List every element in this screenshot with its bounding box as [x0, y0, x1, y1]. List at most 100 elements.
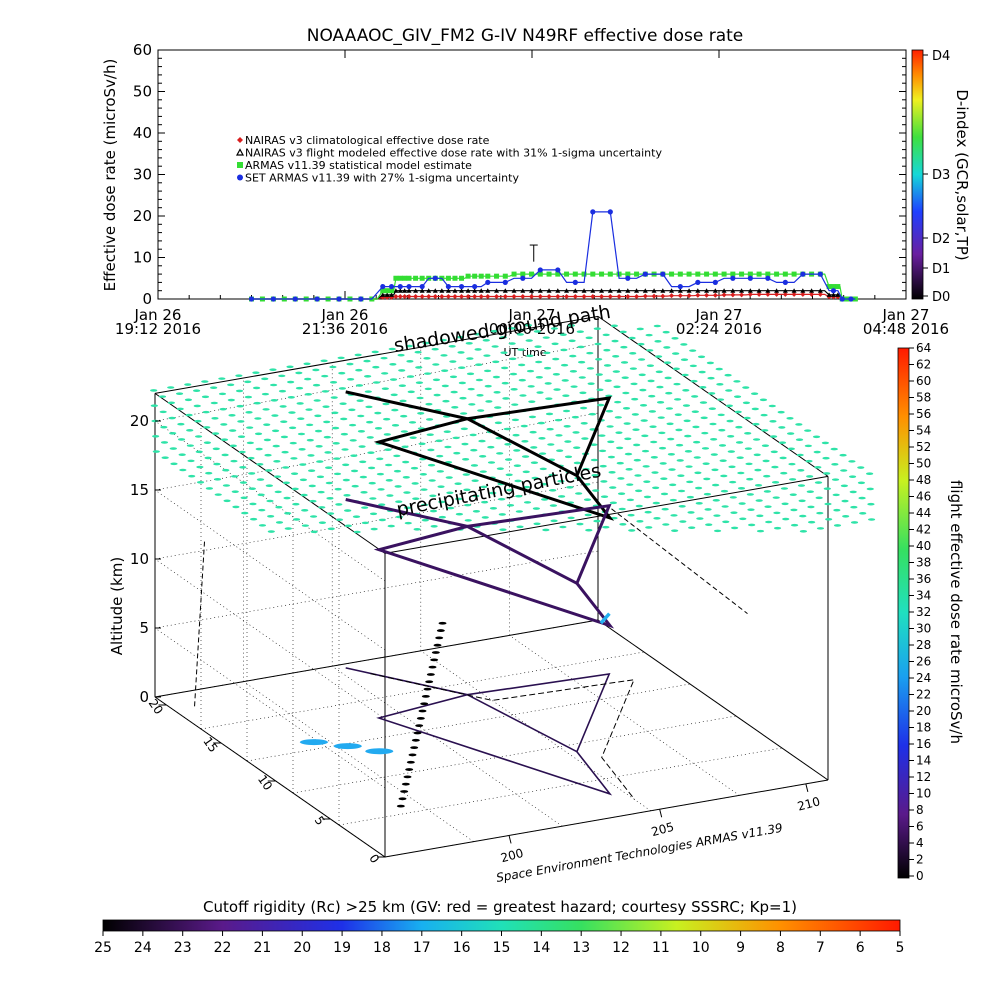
set-series-point [292, 296, 298, 302]
layer-dot [256, 478, 265, 481]
layer-dot [498, 497, 506, 501]
layer-dot [338, 387, 347, 390]
layer-dot [655, 355, 663, 358]
layer-dot [530, 461, 539, 465]
layer-dot [213, 462, 221, 466]
layer-dot [550, 327, 559, 330]
climo-series-point [406, 294, 412, 300]
layer-dot [458, 381, 466, 385]
layer-dot [501, 381, 509, 385]
layer-dot [203, 426, 211, 429]
layer-dot [721, 505, 729, 508]
layer-dot [235, 389, 244, 393]
layer-dot [626, 483, 634, 486]
layer-dot [205, 487, 213, 490]
track-projection-top [345, 390, 615, 521]
layer-dot [463, 503, 472, 507]
layer-dot [356, 399, 364, 403]
layer-dot [660, 477, 668, 480]
armas-series-point [520, 271, 526, 277]
armas-series-point [472, 273, 478, 279]
layer-dot [617, 477, 625, 480]
layer-dot [222, 468, 230, 472]
set-series-point [607, 209, 613, 215]
layer-dot [674, 398, 682, 401]
layer-dot [321, 390, 329, 393]
layer-dot [327, 527, 335, 531]
layer-dot [628, 336, 636, 340]
layer-dot [341, 448, 349, 451]
layer-dot [255, 447, 263, 451]
layer-dot [376, 457, 384, 461]
climo-series-point [599, 294, 605, 300]
layer-dot [605, 409, 614, 413]
wall-projection-left [194, 541, 205, 708]
layer-dot [188, 474, 196, 478]
nairas-series-point [478, 288, 484, 293]
nairas-series-point [669, 288, 675, 293]
layer-dot [549, 504, 558, 507]
ascent-point [425, 680, 434, 684]
set-series-point [747, 275, 753, 281]
layer-dot [626, 498, 635, 502]
layer-dot [305, 408, 313, 411]
layer-dot [607, 455, 616, 459]
layer-dot [684, 434, 692, 438]
top-y-tick-label: 20 [133, 207, 152, 225]
layer-dot [212, 432, 220, 435]
layer-dot [584, 513, 592, 517]
layer-dot [160, 441, 169, 444]
set-series-point [458, 283, 465, 290]
layer-dot [573, 446, 581, 449]
layer-dot [756, 529, 765, 533]
layer-dot [298, 447, 306, 451]
layer-dot [655, 370, 663, 374]
layer-dot [539, 467, 547, 471]
dindex-colorbar-ticks: D0 D1 D2 D3 D4 [923, 49, 950, 305]
floor-grid-line [338, 747, 783, 826]
climo-series-point [529, 294, 535, 300]
ascent-point [413, 731, 422, 735]
layer-dot [365, 405, 373, 409]
climo-series-point [765, 291, 771, 297]
layer-dot [523, 501, 532, 504]
layer-dot [778, 426, 786, 429]
layer-dot [578, 376, 586, 379]
layer-dot [790, 508, 798, 512]
layer-dot [170, 462, 178, 466]
layer-dot [489, 507, 498, 510]
layer-dot [398, 384, 406, 387]
layer-dot [650, 455, 658, 459]
nairas-series-point [485, 288, 491, 293]
layer-dot [557, 479, 565, 483]
layer-dot [168, 416, 176, 420]
layer-dot [578, 360, 586, 364]
layer-dot [560, 348, 568, 352]
layer-dot [427, 448, 435, 452]
layer-dot [201, 395, 210, 399]
nairas-series-point [756, 288, 762, 293]
armas-series-point [485, 273, 491, 279]
layer-dot [503, 427, 511, 431]
nairas-series-point [651, 288, 657, 293]
layer-dot [752, 438, 761, 441]
layer-dot [569, 370, 578, 373]
top-y-tick-label: 50 [133, 83, 152, 101]
layer-dot [383, 417, 391, 421]
layer-dot [724, 373, 732, 377]
climo-series-point [651, 293, 657, 299]
layer-dot [483, 369, 492, 373]
ascent-point [435, 636, 444, 640]
armas-series-point [669, 271, 675, 277]
layer-dot [735, 425, 743, 429]
box-edge [154, 315, 599, 394]
layer-dot [377, 488, 385, 491]
nairas-series-point [791, 288, 797, 293]
layer-dot [665, 391, 673, 395]
layer-dot [401, 445, 409, 449]
layer-dot [648, 410, 656, 413]
layer-dot [553, 388, 561, 391]
layer-dot [563, 424, 571, 428]
layer-dot [658, 446, 667, 450]
layer-dot [833, 524, 842, 527]
